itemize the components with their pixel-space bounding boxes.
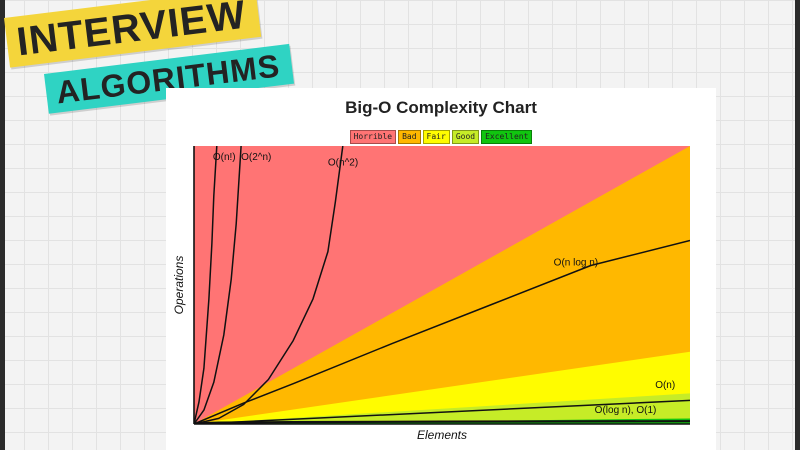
complexity-chart: O(n!) O(2^n) O(n^2) O(n log n) O(n) O(log n),… [172,146,690,442]
window-edge-right [795,0,800,450]
chart-title: Big-O Complexity Chart [345,98,537,117]
curve-o-n [194,146,218,424]
curve-label-o-n: O(n!) [213,152,236,163]
curve-label-o-n-log-n: O(n log n) [554,258,598,269]
region-bad [194,146,690,424]
curve-o-n-2 [194,146,344,424]
curve-o-2-n [194,146,242,424]
x-axis-label: Elements [417,428,467,442]
curve-label-o-n-2: O(n^2) [328,157,358,168]
legend-good: Good [451,130,480,144]
legend-horrible: Horrible [349,130,397,144]
curve-o-n-log-n [194,239,690,424]
chart-card: Big-O Complexity Chart Horrible Bad Fair… [166,88,716,450]
curve-label-o-log-n-o-1: O(log n), O(1) [595,405,657,416]
legend-excellent: Excellent [481,130,533,144]
curve-o-n [194,399,690,424]
region-good [194,393,690,424]
chart-legend: Horrible Bad Fair Good Excellent [166,130,716,144]
legend-fair: Fair [422,130,450,144]
legend-bad: Bad [398,130,421,144]
y-axis-label: Operations [172,256,186,315]
curve-label-o-2-n: O(2^n) [241,152,271,163]
window-edge-left [0,0,5,450]
curve-label-o-n: O(n) [655,380,675,391]
